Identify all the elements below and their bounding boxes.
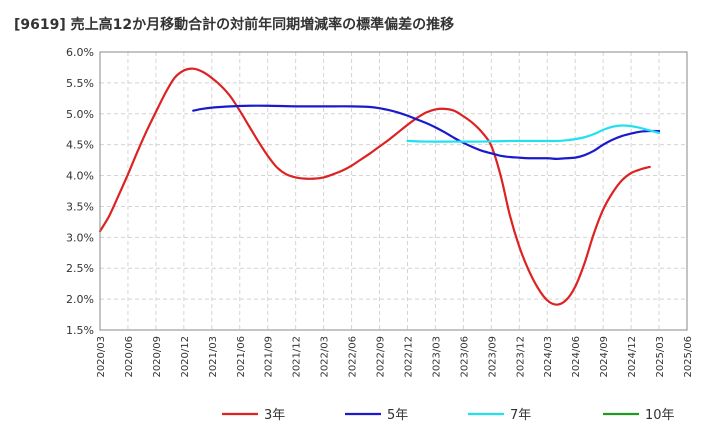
x-tick-label: 2025/06 [683,336,694,378]
x-tick-label: 2022/06 [348,336,359,378]
y-tick-label: 4.5% [66,139,94,152]
x-tick-label: 2025/03 [655,336,666,378]
x-tick-label: 2024/03 [543,336,554,378]
x-tick-label: 2023/09 [487,336,498,378]
x-tick-label: 2020/12 [180,336,191,378]
y-tick-label: 1.5% [66,324,94,337]
x-tick-label: 2021/06 [236,336,247,378]
x-axis-ticks: 2020/03 2020/06 2020/09 2020/12 2021/03 2021/… [96,336,694,378]
y-tick-label: 2.0% [66,293,94,306]
legend-label: 5年 [387,408,408,423]
x-tick-label: 2021/03 [208,336,219,378]
chart-title: [9619] 売上高12か月移動合計の対前年同期増減率の標準偏差の推移 [14,17,455,33]
y-tick-label: 5.0% [66,108,94,121]
x-tick-label: 2023/06 [459,336,470,378]
series-line-3年 [98,67,651,306]
x-tick-label: 2021/12 [292,336,303,378]
y-tick-label: 3.5% [66,200,94,213]
x-tick-label: 2023/12 [515,336,526,378]
plot-frame [99,51,688,331]
y-tick-label: 4.0% [66,170,94,183]
x-tick-label: 2022/09 [376,336,387,378]
x-tick-label: 2023/03 [431,336,442,378]
y-tick-label: 6.0% [66,46,94,59]
series-lines [98,67,661,306]
series-line-7年 [406,124,661,143]
x-tick-label: 2020/06 [124,336,135,378]
y-tick-label: 2.5% [66,262,94,275]
x-tick-label: 2024/09 [599,336,610,378]
y-tick-label: 5.5% [66,77,94,90]
x-tick-label: 2021/09 [264,336,275,378]
y-tick-label: 3.0% [66,231,94,244]
y-axis-ticks: 1.5% 2.0% 2.5% 3.0% 3.5% 4.0% 4.5% 5.0% 5.5% 6.0% [66,46,94,337]
x-tick-label: 2024/06 [571,336,582,378]
x-tick-label: 2020/09 [152,336,163,378]
legend-label: 7年 [510,408,531,423]
grid [99,51,688,331]
series-line-5年 [192,104,661,160]
legend-label: 10年 [645,408,675,423]
legend: 3年 5年 7年 10年 [222,408,675,423]
x-tick-label: 2024/12 [627,336,638,378]
x-tick-label: 2022/03 [320,336,331,378]
x-tick-label: 2020/03 [96,336,107,378]
x-tick-label: 2022/12 [403,336,414,378]
legend-label: 3年 [264,408,285,423]
